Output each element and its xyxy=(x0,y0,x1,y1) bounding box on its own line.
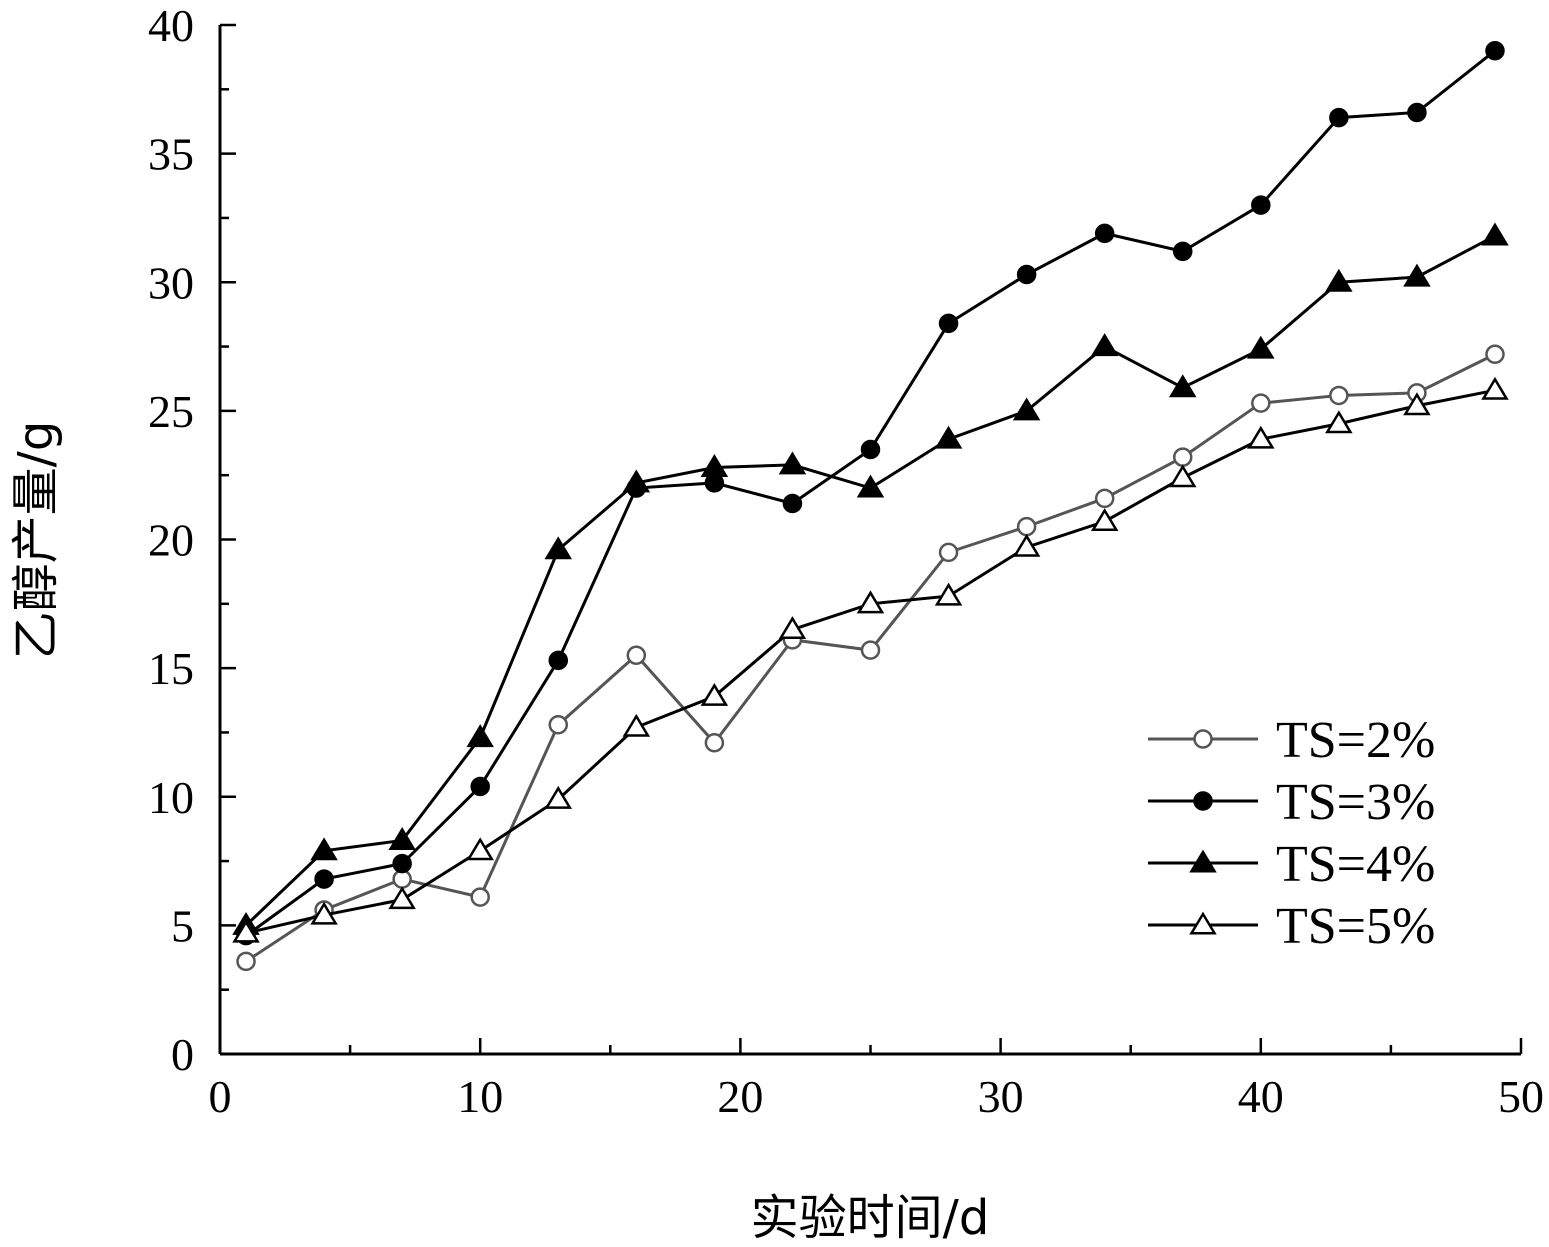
data-point xyxy=(1407,102,1427,123)
y-tick-label: 20 xyxy=(148,515,194,566)
x-tick-label: 30 xyxy=(978,1071,1024,1122)
legend-marker xyxy=(1189,849,1217,873)
data-point xyxy=(1251,393,1271,413)
data-point xyxy=(700,682,729,706)
data-point xyxy=(1325,268,1353,292)
data-point xyxy=(934,425,963,449)
data-point xyxy=(704,732,725,753)
data-point xyxy=(1012,533,1041,557)
x-tick-label: 50 xyxy=(1498,1071,1544,1122)
data-point xyxy=(236,951,256,972)
data-point xyxy=(314,869,334,889)
legend-item: TS=5% xyxy=(1148,898,1435,955)
data-point xyxy=(1403,263,1431,287)
x-tick-label: 10 xyxy=(457,1071,503,1122)
data-point xyxy=(470,887,490,907)
data-point xyxy=(1094,223,1115,244)
x-axis-title: 实验时间/d xyxy=(751,1190,990,1246)
data-point xyxy=(860,640,881,660)
data-point xyxy=(1090,333,1119,357)
data-point xyxy=(1481,222,1509,246)
data-point xyxy=(782,493,803,514)
data-point xyxy=(1481,376,1509,400)
data-point xyxy=(232,919,260,943)
y-tick-label: 30 xyxy=(148,257,194,308)
data-point xyxy=(626,645,647,666)
data-point xyxy=(1485,344,1505,365)
y-tick-label: 15 xyxy=(148,643,194,694)
data-point xyxy=(1094,488,1115,509)
data-point xyxy=(1168,464,1197,488)
data-point xyxy=(622,713,651,737)
data-point xyxy=(1247,425,1275,449)
legend-label: TS=4% xyxy=(1276,836,1435,893)
data-point xyxy=(544,785,573,809)
data-point xyxy=(388,886,416,910)
data-point xyxy=(1485,40,1505,61)
legend: TS=2%TS=3%TS=4%TS=5% xyxy=(1148,712,1435,955)
data-point xyxy=(1247,335,1275,359)
data-point xyxy=(938,542,959,563)
data-point xyxy=(1172,447,1193,467)
data-point xyxy=(388,827,416,850)
data-point xyxy=(1012,397,1041,421)
data-point xyxy=(778,616,807,640)
data-point xyxy=(778,451,807,475)
data-point xyxy=(548,714,569,735)
data-point xyxy=(1016,264,1037,285)
data-point xyxy=(938,313,959,334)
x-tick-label: 20 xyxy=(717,1071,763,1122)
y-axis-title: 乙醇产量/g xyxy=(8,421,64,660)
data-point xyxy=(310,901,338,925)
data-point xyxy=(1325,410,1353,434)
data-point xyxy=(544,536,573,560)
data-point xyxy=(860,439,881,460)
data-point xyxy=(856,474,885,498)
data-point xyxy=(1251,195,1271,215)
x-tick-label: 40 xyxy=(1238,1071,1284,1122)
data-point xyxy=(466,724,494,748)
ticks xyxy=(218,23,1523,1056)
x-tick-label: 0 xyxy=(209,1071,232,1122)
series-layer xyxy=(232,40,1509,972)
legend-item: TS=2% xyxy=(1148,712,1435,769)
y-tick-label: 0 xyxy=(171,1029,194,1080)
y-tick-label: 40 xyxy=(148,0,194,51)
data-point xyxy=(934,582,963,606)
data-point xyxy=(466,837,494,861)
data-point xyxy=(1403,392,1431,416)
data-point xyxy=(700,454,729,477)
legend-label: TS=2% xyxy=(1276,712,1435,769)
legend-label: TS=3% xyxy=(1276,774,1435,831)
y-tick-label: 35 xyxy=(148,129,194,180)
data-point xyxy=(1329,107,1349,128)
series-4 xyxy=(232,376,1509,943)
y-tick-label: 10 xyxy=(148,772,194,823)
data-point xyxy=(856,590,885,614)
data-point xyxy=(1090,508,1119,531)
data-point xyxy=(622,469,651,493)
data-point xyxy=(1168,374,1197,398)
legend-item: TS=3% xyxy=(1148,774,1435,831)
y-tick-label: 25 xyxy=(148,386,194,437)
data-point xyxy=(548,650,569,671)
legend-marker xyxy=(1189,911,1217,935)
data-point xyxy=(470,776,490,797)
y-tick-label: 5 xyxy=(171,900,194,951)
series-1 xyxy=(236,344,1505,972)
data-point xyxy=(1329,385,1349,406)
legend-item: TS=4% xyxy=(1148,836,1435,893)
data-point xyxy=(1172,241,1193,262)
tick-labels: 0 10 20 30 40 50 0 5 10 15 20 25 30 35 40 xyxy=(148,0,1544,1122)
data-point xyxy=(392,853,412,874)
data-point xyxy=(1016,516,1037,537)
data-point xyxy=(310,837,338,861)
legend-label: TS=5% xyxy=(1276,898,1435,955)
legend-marker xyxy=(1193,729,1213,749)
legend-marker xyxy=(1193,791,1213,811)
